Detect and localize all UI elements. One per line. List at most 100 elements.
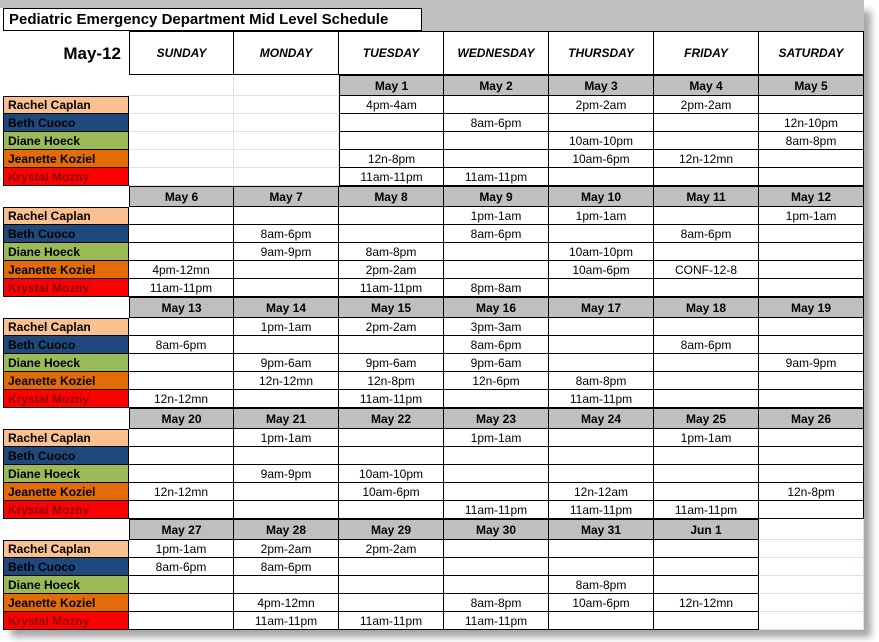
schedule-cell[interactable] xyxy=(654,132,759,150)
schedule-cell[interactable] xyxy=(654,447,759,465)
schedule-cell[interactable] xyxy=(339,501,444,519)
schedule-cell[interactable]: 11am-11pm xyxy=(444,501,549,519)
schedule-cell[interactable] xyxy=(759,168,864,186)
schedule-cell[interactable]: 12n-6pm xyxy=(444,372,549,390)
schedule-cell[interactable]: 1pm-1am xyxy=(549,207,654,225)
schedule-cell[interactable] xyxy=(654,243,759,261)
schedule-cell[interactable] xyxy=(339,594,444,612)
week-date-cell[interactable]: May 8 xyxy=(339,186,444,207)
schedule-cell[interactable] xyxy=(759,261,864,279)
schedule-cell[interactable]: 8pm-8am xyxy=(444,279,549,297)
schedule-cell[interactable] xyxy=(654,207,759,225)
week-date-cell[interactable]: May 12 xyxy=(759,186,864,207)
person-name-cell[interactable]: Jeanette Koziel xyxy=(3,483,129,501)
week-date-cell[interactable]: May 16 xyxy=(444,297,549,318)
schedule-cell[interactable]: 11am-11pm xyxy=(339,168,444,186)
person-name-cell[interactable]: Beth Cuoco xyxy=(3,558,129,576)
schedule-cell[interactable] xyxy=(444,261,549,279)
schedule-cell[interactable] xyxy=(444,96,549,114)
schedule-cell[interactable]: 10am-6pm xyxy=(549,150,654,168)
schedule-cell[interactable]: 12n-8pm xyxy=(759,483,864,501)
schedule-cell[interactable] xyxy=(654,483,759,501)
person-name-cell[interactable]: Diane Hoeck xyxy=(3,465,129,483)
person-name-cell[interactable]: Krystal Mozny xyxy=(3,501,129,519)
schedule-cell[interactable]: 8am-8pm xyxy=(549,372,654,390)
schedule-cell[interactable]: 8am-6pm xyxy=(444,114,549,132)
week-date-cell[interactable]: May 22 xyxy=(339,408,444,429)
schedule-cell[interactable]: 12n-12mn xyxy=(654,594,759,612)
schedule-cell[interactable] xyxy=(759,336,864,354)
week-date-cell[interactable]: May 10 xyxy=(549,186,654,207)
schedule-cell[interactable] xyxy=(129,225,234,243)
schedule-cell[interactable]: 2pm-2am xyxy=(234,540,339,558)
schedule-cell[interactable] xyxy=(234,336,339,354)
schedule-cell[interactable] xyxy=(549,336,654,354)
person-name-cell[interactable]: Rachel Caplan xyxy=(3,318,129,336)
person-name-cell[interactable]: Diane Hoeck xyxy=(3,354,129,372)
schedule-cell[interactable] xyxy=(234,501,339,519)
schedule-cell[interactable] xyxy=(759,612,864,630)
week-date-cell[interactable]: May 17 xyxy=(549,297,654,318)
week-date-cell[interactable]: Jun 1 xyxy=(654,519,759,540)
schedule-cell[interactable]: 1pm-1am xyxy=(654,429,759,447)
person-name-cell[interactable]: Krystal Mozny xyxy=(3,390,129,408)
schedule-cell[interactable] xyxy=(339,207,444,225)
schedule-cell[interactable]: 2pm-2am xyxy=(549,96,654,114)
week-date-cell[interactable]: May 11 xyxy=(654,186,759,207)
schedule-cell[interactable]: 2pm-2am xyxy=(339,261,444,279)
schedule-cell[interactable]: 4pm-4am xyxy=(339,96,444,114)
schedule-cell[interactable] xyxy=(129,372,234,390)
schedule-cell[interactable]: 8am-6pm xyxy=(234,558,339,576)
schedule-cell[interactable]: 11am-11pm xyxy=(339,390,444,408)
schedule-cell[interactable]: 8am-6pm xyxy=(129,558,234,576)
schedule-cell[interactable]: 2pm-2am xyxy=(654,96,759,114)
schedule-cell[interactable]: 8am-8pm xyxy=(549,576,654,594)
schedule-cell[interactable] xyxy=(129,114,234,132)
week-date-cell[interactable]: May 6 xyxy=(129,186,234,207)
schedule-cell[interactable] xyxy=(129,318,234,336)
schedule-cell[interactable] xyxy=(234,483,339,501)
week-date-cell[interactable]: May 4 xyxy=(654,75,759,96)
week-date-cell[interactable]: May 13 xyxy=(129,297,234,318)
schedule-cell[interactable]: 1pm-1am xyxy=(759,207,864,225)
schedule-cell[interactable] xyxy=(444,243,549,261)
schedule-cell[interactable] xyxy=(339,576,444,594)
schedule-cell[interactable]: 8am-6pm xyxy=(444,225,549,243)
schedule-cell[interactable]: 4pm-12mn xyxy=(234,594,339,612)
schedule-cell[interactable] xyxy=(234,261,339,279)
schedule-cell[interactable]: 8am-6pm xyxy=(444,336,549,354)
week-date-cell[interactable]: May 29 xyxy=(339,519,444,540)
schedule-cell[interactable] xyxy=(339,336,444,354)
schedule-cell[interactable] xyxy=(129,501,234,519)
person-name-cell[interactable]: Beth Cuoco xyxy=(3,447,129,465)
schedule-cell[interactable] xyxy=(654,279,759,297)
schedule-cell[interactable]: 9am-9pm xyxy=(234,243,339,261)
schedule-cell[interactable] xyxy=(759,279,864,297)
week-date-cell[interactable]: May 27 xyxy=(129,519,234,540)
schedule-cell[interactable] xyxy=(549,429,654,447)
person-name-cell[interactable]: Beth Cuoco xyxy=(3,114,129,132)
schedule-cell[interactable] xyxy=(549,558,654,576)
person-name-cell[interactable]: Jeanette Koziel xyxy=(3,594,129,612)
schedule-cell[interactable]: 8am-6pm xyxy=(234,225,339,243)
schedule-cell[interactable] xyxy=(444,540,549,558)
person-name-cell[interactable]: Beth Cuoco xyxy=(3,336,129,354)
schedule-cell[interactable] xyxy=(234,150,339,168)
schedule-cell[interactable] xyxy=(444,150,549,168)
schedule-cell[interactable]: 8am-6pm xyxy=(654,225,759,243)
schedule-cell[interactable]: 10am-10pm xyxy=(549,243,654,261)
schedule-cell[interactable]: 12n-12mn xyxy=(654,150,759,168)
schedule-cell[interactable]: 8am-6pm xyxy=(654,336,759,354)
person-name-cell[interactable]: Rachel Caplan xyxy=(3,429,129,447)
schedule-cell[interactable] xyxy=(234,132,339,150)
schedule-cell[interactable]: 8am-8pm xyxy=(444,594,549,612)
schedule-cell[interactable] xyxy=(234,114,339,132)
schedule-cell[interactable] xyxy=(759,372,864,390)
schedule-cell[interactable] xyxy=(759,465,864,483)
schedule-cell[interactable] xyxy=(234,390,339,408)
week-date-cell[interactable]: May 23 xyxy=(444,408,549,429)
schedule-cell[interactable] xyxy=(129,132,234,150)
schedule-cell[interactable] xyxy=(444,558,549,576)
schedule-cell[interactable] xyxy=(339,429,444,447)
schedule-cell[interactable] xyxy=(549,540,654,558)
